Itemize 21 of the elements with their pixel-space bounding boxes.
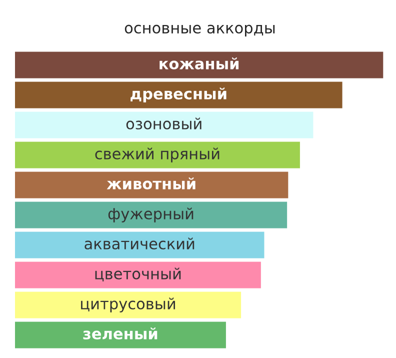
y-tick-label: цветочный — [95, 268, 181, 282]
bar — [15, 112, 314, 138]
y-tick-label: древесный — [130, 88, 226, 102]
y-tick-label: зеленый — [83, 328, 158, 340]
bar — [15, 82, 342, 108]
bar — [15, 292, 242, 318]
bar — [15, 262, 261, 288]
chart-title: основные аккорды — [124, 24, 275, 37]
y-tick-label: озоновый — [126, 118, 202, 130]
bar — [15, 202, 288, 228]
bar — [15, 232, 264, 258]
y-tick-label: животный — [106, 178, 196, 190]
y-tick-label: фужерный — [108, 208, 194, 222]
bar — [15, 52, 384, 78]
bar — [15, 172, 288, 198]
y-tick-label: цитрусовый — [81, 298, 175, 312]
y-tick-label: кожаный — [160, 58, 239, 70]
y-tick-label: свежий пряный — [95, 148, 220, 162]
bar — [15, 142, 300, 168]
bar — [15, 322, 226, 348]
y-tick-label: акватический — [84, 238, 194, 250]
